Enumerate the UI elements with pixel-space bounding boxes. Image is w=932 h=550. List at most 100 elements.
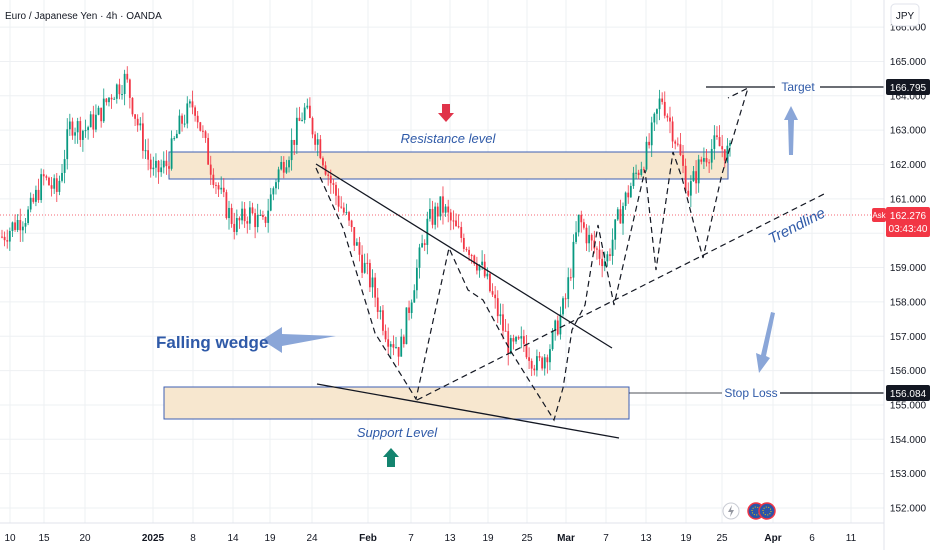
candle[interactable] (442, 186, 444, 225)
candle[interactable] (496, 290, 499, 324)
candle[interactable] (311, 116, 314, 139)
candle[interactable] (366, 253, 369, 275)
candle[interactable] (220, 176, 223, 195)
trendline[interactable] (416, 192, 827, 401)
candle[interactable] (204, 130, 207, 143)
candle[interactable] (520, 326, 523, 349)
candle[interactable] (361, 245, 363, 278)
candle[interactable] (280, 156, 283, 171)
candle[interactable] (66, 118, 69, 170)
candle[interactable] (684, 158, 687, 193)
candle[interactable] (447, 199, 450, 223)
candle[interactable] (45, 174, 48, 181)
candle[interactable] (637, 169, 640, 180)
candle[interactable] (710, 139, 713, 170)
candle[interactable] (139, 117, 142, 131)
candle[interactable] (562, 296, 564, 317)
candle[interactable] (700, 156, 703, 165)
candle[interactable] (504, 318, 507, 332)
candle[interactable] (569, 268, 572, 281)
candle[interactable] (222, 178, 225, 198)
candle[interactable] (635, 164, 637, 180)
candle[interactable] (105, 98, 108, 106)
candle[interactable] (6, 229, 9, 249)
candle[interactable] (95, 104, 97, 133)
candle[interactable] (525, 335, 528, 360)
candle[interactable] (175, 130, 178, 139)
candle[interactable] (622, 202, 624, 235)
candle[interactable] (585, 224, 588, 251)
candle[interactable] (470, 253, 473, 264)
candle[interactable] (436, 202, 439, 228)
candle[interactable] (658, 89, 661, 121)
candle[interactable] (546, 354, 549, 374)
candle[interactable] (147, 138, 150, 171)
candle[interactable] (102, 88, 105, 123)
candle[interactable] (79, 116, 82, 147)
candle[interactable] (155, 153, 157, 178)
candle[interactable] (676, 137, 679, 147)
candle[interactable] (113, 96, 116, 100)
candle[interactable] (666, 113, 669, 122)
candle[interactable] (181, 113, 183, 132)
candle[interactable] (577, 214, 580, 237)
candle[interactable] (29, 192, 32, 213)
wedge-upper-line[interactable] (315, 163, 613, 349)
candle[interactable] (272, 186, 275, 201)
candle[interactable] (395, 336, 397, 349)
candle[interactable] (298, 106, 301, 122)
candle[interactable] (217, 182, 220, 197)
candle[interactable] (71, 117, 74, 140)
candle[interactable] (689, 175, 692, 208)
candle[interactable] (556, 315, 559, 336)
candle[interactable] (322, 156, 324, 170)
candle[interactable] (611, 228, 614, 265)
candle[interactable] (131, 97, 134, 117)
candle[interactable] (8, 227, 11, 251)
candle[interactable] (316, 132, 319, 157)
candle[interactable] (679, 133, 682, 157)
candle[interactable] (144, 139, 147, 159)
candle[interactable] (92, 105, 95, 138)
candle[interactable] (160, 159, 163, 177)
candle[interactable] (350, 219, 353, 232)
candle[interactable] (50, 177, 53, 197)
candle[interactable] (502, 303, 504, 340)
candle[interactable] (37, 178, 40, 203)
candle[interactable] (642, 166, 645, 173)
candle[interactable] (345, 203, 348, 215)
candle[interactable] (262, 210, 264, 220)
candle[interactable] (63, 149, 66, 184)
candle[interactable] (27, 206, 29, 226)
candle[interactable] (460, 221, 463, 243)
candle[interactable] (74, 127, 76, 144)
candle[interactable] (14, 214, 16, 232)
candle[interactable] (243, 201, 246, 228)
candle[interactable] (327, 170, 330, 186)
candle[interactable] (277, 166, 280, 190)
candle[interactable] (517, 335, 520, 341)
candle[interactable] (358, 236, 361, 262)
candle[interactable] (355, 238, 358, 246)
candle[interactable] (374, 272, 377, 308)
candle[interactable] (703, 147, 705, 169)
candle[interactable] (76, 117, 79, 144)
candle[interactable] (100, 107, 103, 128)
candle[interactable] (473, 254, 476, 266)
candle[interactable] (194, 105, 196, 122)
candle[interactable] (541, 356, 544, 371)
candle[interactable] (619, 199, 622, 224)
candle[interactable] (530, 358, 533, 377)
candle[interactable] (212, 168, 215, 189)
candle[interactable] (567, 267, 570, 308)
candle[interactable] (387, 327, 390, 355)
candle[interactable] (68, 113, 71, 136)
candle[interactable] (408, 300, 410, 321)
candle[interactable] (293, 139, 296, 156)
candle[interactable] (494, 286, 497, 309)
candle[interactable] (582, 218, 585, 230)
candle[interactable] (449, 208, 452, 231)
candle[interactable] (337, 188, 340, 212)
candle[interactable] (491, 283, 494, 297)
